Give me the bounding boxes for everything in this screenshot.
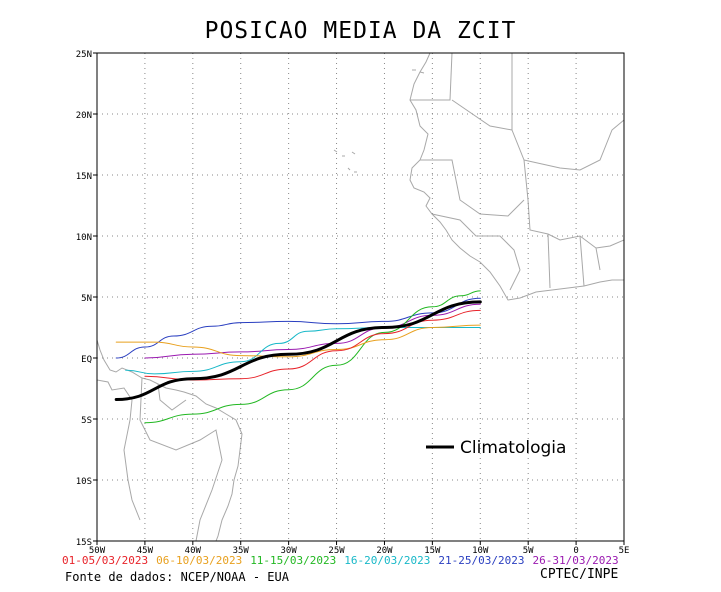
africa-border [595, 239, 624, 249]
plot-frame [96, 52, 625, 542]
lon-tick-label: 20W [376, 546, 393, 556]
climatology-line [114, 300, 482, 401]
africa-border [511, 129, 601, 271]
period-line [125, 327, 481, 375]
lat-tick-label: 10N [76, 233, 92, 243]
period-legend-item: 21-25/03/2023 [438, 554, 525, 567]
south-america-border [97, 379, 141, 521]
africa-border [431, 213, 521, 291]
zcit-lines [114, 290, 482, 424]
cape-verde-islands [333, 149, 357, 173]
period-line [144, 303, 481, 359]
africa-border [451, 53, 513, 131]
climatology-legend: Climatologia [426, 438, 566, 458]
africa-border [579, 235, 585, 287]
africa-border [523, 119, 624, 171]
lon-tick-label: 45W [137, 546, 154, 556]
period-legend-item: 01-05/03/2023 [62, 554, 149, 567]
africa-border [410, 53, 453, 101]
africa-border [547, 233, 551, 289]
africa-border [420, 159, 525, 217]
map-title: POSICAO MEDIA DA ZCIT [204, 18, 517, 44]
period-line [144, 290, 481, 424]
lat-tick-label: 25N [76, 50, 92, 60]
period-legend-item: 06-10/03/2023 [156, 554, 243, 567]
period-legend-item: 16-20/03/2023 [344, 554, 431, 567]
lat-tick-label: 10S [76, 477, 92, 487]
lon-tick-label: 15W [424, 546, 441, 556]
lon-tick-label: 40W [185, 546, 202, 556]
period-line [115, 297, 481, 359]
lon-tick-label: 35W [233, 546, 250, 556]
lat-tick-label: 5S [81, 416, 92, 426]
lat-tick-label: 20N [76, 111, 92, 121]
lon-tick-label: 5W [523, 546, 534, 556]
grid-layer [97, 53, 624, 541]
lat-tick-label: 15N [76, 172, 92, 182]
lon-tick-label: 0 [573, 546, 578, 556]
lon-tick-label: 10W [472, 546, 489, 556]
south-america-border [157, 383, 187, 411]
period-legend-item: 26-31/03/2023 [532, 554, 619, 567]
lat-tick-label: 5N [81, 294, 92, 304]
lon-tick-label: 50W [89, 546, 106, 556]
period-legend: 01-05/03/2023 06-10/03/2023 11-15/03/2023 1… [62, 554, 627, 567]
lon-tick-label: 5E [619, 546, 630, 556]
data-source: Fonte de dados: NCEP/NOAA - EUA [65, 570, 289, 584]
south-america-coastline [97, 339, 243, 541]
lon-tick-label: 25W [328, 546, 345, 556]
south-america-border [139, 377, 223, 541]
period-line [144, 309, 481, 381]
africa-coastline [409, 53, 624, 301]
coastline-layer [97, 53, 624, 541]
lon-tick-label: 30W [281, 546, 298, 556]
lat-tick-label: EQ [81, 355, 92, 365]
climatology-legend-label: Climatologia [460, 438, 566, 458]
period-line [115, 324, 481, 358]
credit-label: CPTEC/INPE [540, 567, 619, 582]
period-legend-item: 11-15/03/2023 [250, 554, 337, 567]
canary-islands [412, 69, 425, 74]
lat-tick-label: 15S [76, 538, 92, 548]
